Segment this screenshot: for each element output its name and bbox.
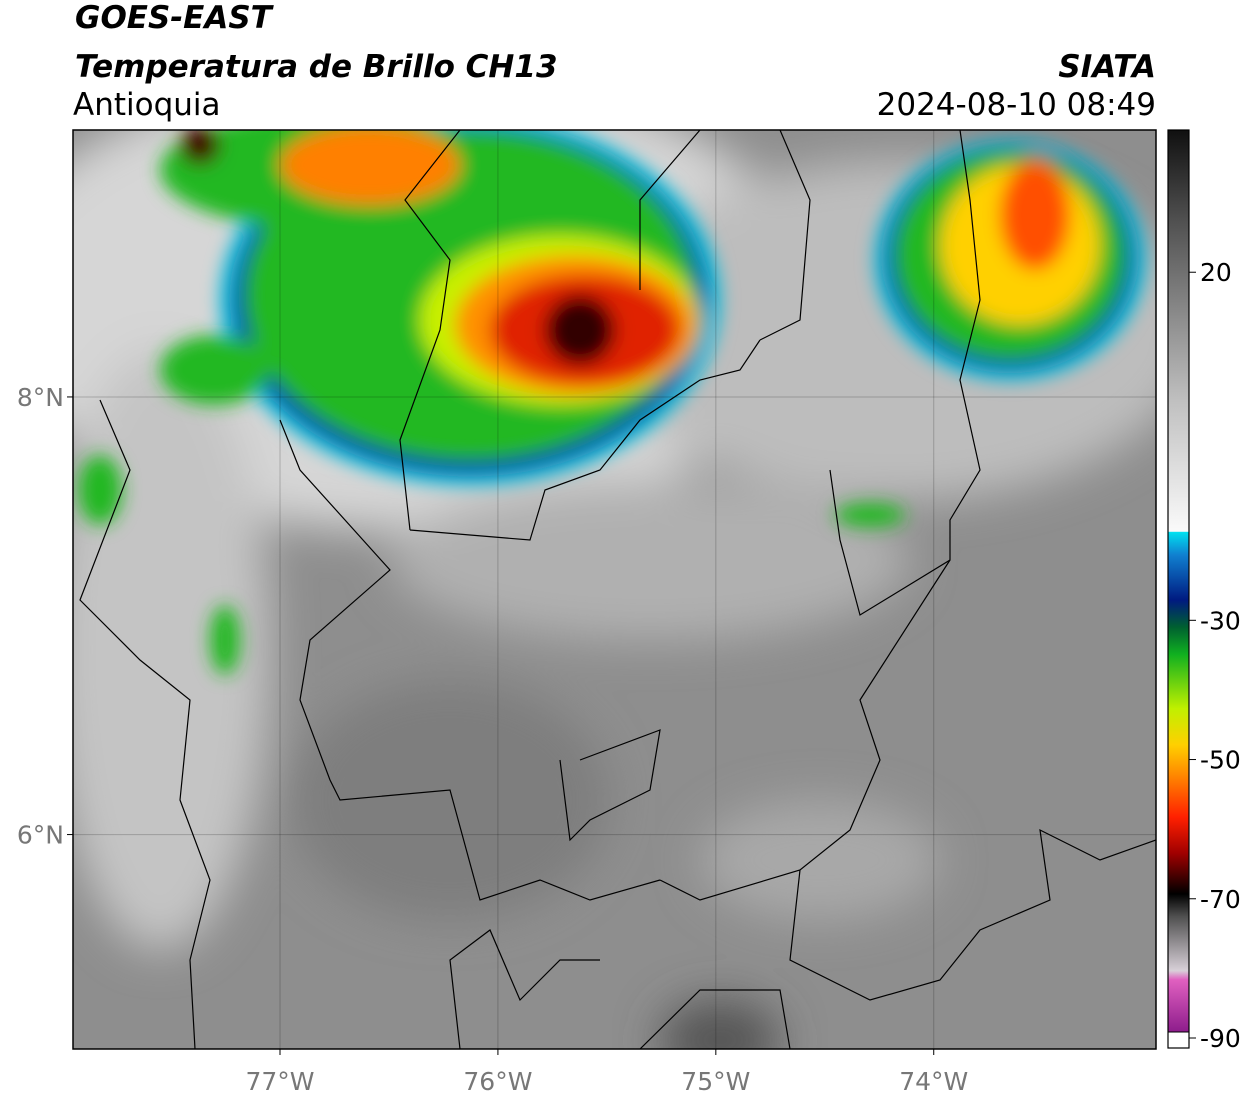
colorbar-tick-label: -30 [1200, 606, 1241, 635]
x-tick-label: 76°W [463, 1067, 532, 1096]
colorbar [1168, 130, 1189, 1034]
region: Antioquia [73, 87, 221, 123]
colorbar-tick-label: -70 [1200, 885, 1241, 914]
product-title: Temperatura de Brillo CH13 [75, 49, 558, 85]
satellite-title: GOES-EAST [75, 0, 275, 36]
colorbar-frame [1167, 129, 1190, 1049]
colorbar-tick-label: -90 [1200, 1024, 1241, 1053]
x-tick-label: 75°W [681, 1067, 750, 1096]
y-tick-label: 8°N [17, 383, 64, 412]
x-tick-label: 74°W [899, 1067, 968, 1096]
source: SIATA [1058, 49, 1156, 85]
datetime: 2024-08-10 08:49 [877, 87, 1156, 123]
colorbar-extension [1167, 1031, 1190, 1049]
x-tick-label: 77°W [245, 1067, 314, 1096]
colorbar-tick-label: -50 [1200, 746, 1241, 775]
satellite-image [73, 130, 1156, 1049]
y-tick-label: 6°N [17, 821, 64, 850]
colorbar-tick-label: 20 [1200, 258, 1232, 287]
map-frame [72, 129, 1157, 1050]
